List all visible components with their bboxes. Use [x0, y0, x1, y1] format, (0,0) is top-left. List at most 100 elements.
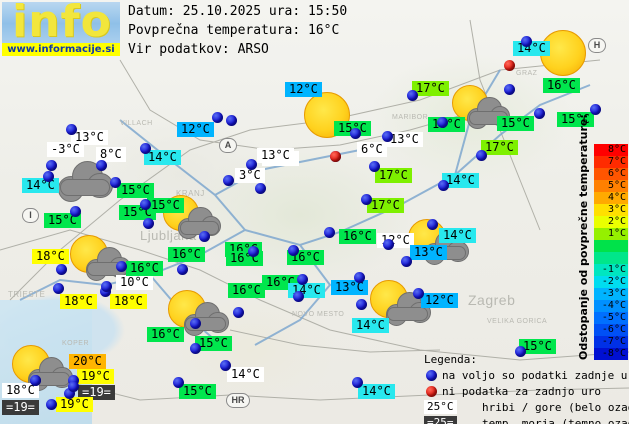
- station-dot[interactable]: [56, 264, 67, 275]
- scale-band-17: -8°C: [594, 348, 628, 360]
- station-dot[interactable]: [212, 112, 223, 123]
- station-dot[interactable]: [140, 199, 151, 210]
- station-dot[interactable]: [369, 161, 380, 172]
- station-dot[interactable]: [356, 299, 367, 310]
- station-dot[interactable]: [297, 274, 308, 285]
- weather-icon-sun-cloud: [12, 342, 74, 391]
- station-dot[interactable]: [223, 175, 234, 186]
- station-dot[interactable]: [293, 291, 304, 302]
- station-dot[interactable]: [68, 381, 79, 392]
- place-label: Zagreb: [468, 292, 516, 308]
- temperature-chip: 17°C: [375, 168, 412, 183]
- scale-band-14: -5°C: [594, 312, 628, 324]
- scale-band-4: 4°C: [594, 192, 628, 204]
- station-dot[interactable]: [476, 150, 487, 161]
- station-dot[interactable]: [233, 307, 244, 318]
- legend-row-sea: =25= temp. morja (temno ozadje): [424, 416, 629, 424]
- station-dot[interactable]: [96, 160, 107, 171]
- temperature-chip: 13°C: [257, 148, 294, 163]
- scale-band-5: 3°C: [594, 204, 628, 216]
- header-source-line: Vir podatkov: ARSO: [128, 42, 269, 57]
- scale-band-3: 5°C: [594, 180, 628, 192]
- sea-swatch: =25=: [424, 416, 457, 424]
- place-label: KRANJ: [176, 189, 205, 198]
- red-dot-icon: [426, 386, 437, 397]
- scale-band-16: -7°C: [594, 336, 628, 348]
- station-dot[interactable]: [43, 171, 54, 182]
- station-dot[interactable]: [383, 239, 394, 250]
- temperature-chip: 14°C: [22, 178, 59, 193]
- station-dot[interactable]: [140, 143, 151, 154]
- station-dot-nodata[interactable]: [330, 151, 341, 162]
- station-dot[interactable]: [101, 281, 112, 292]
- scale-band-15: -6°C: [594, 324, 628, 336]
- station-dot[interactable]: [177, 264, 188, 275]
- station-dot[interactable]: [46, 399, 57, 410]
- temperature-chip: 14°C: [352, 318, 389, 333]
- station-dot[interactable]: [53, 283, 64, 294]
- station-dot-nodata[interactable]: [504, 60, 515, 71]
- country-badge: I: [22, 208, 39, 223]
- station-dot[interactable]: [64, 388, 75, 399]
- country-badge: A: [219, 138, 237, 153]
- place-label: MARIBOR: [392, 114, 429, 121]
- station-dot[interactable]: [382, 131, 393, 142]
- station-dot[interactable]: [110, 177, 121, 188]
- station-dot[interactable]: [401, 256, 412, 267]
- station-dot[interactable]: [438, 180, 449, 191]
- station-dot[interactable]: [66, 124, 77, 135]
- temperature-chip: 14°C: [439, 228, 476, 243]
- station-dot[interactable]: [521, 36, 532, 47]
- temperature-chip: 15°C: [557, 112, 594, 127]
- station-dot[interactable]: [590, 104, 601, 115]
- temperature-chip: 15°C: [44, 213, 81, 228]
- scale-band-8: [594, 240, 628, 252]
- station-dot[interactable]: [255, 183, 266, 194]
- station-dot[interactable]: [504, 84, 515, 95]
- station-dot[interactable]: [427, 219, 438, 230]
- station-dot[interactable]: [407, 90, 418, 101]
- station-dot[interactable]: [354, 272, 365, 283]
- station-dot[interactable]: [413, 288, 424, 299]
- station-dot[interactable]: [46, 160, 57, 171]
- temperature-chip: 14°C: [227, 367, 264, 382]
- station-dot[interactable]: [324, 227, 335, 238]
- temperature-deviation-scale: 8°C 7°C 6°C 5°C 4°C 3°C 2°C 1°C -1°C -2°C -3°C -4°C…: [594, 144, 628, 360]
- temperature-chip: =19=: [2, 400, 39, 415]
- temperature-chip: 12°C: [285, 82, 322, 97]
- station-dot[interactable]: [246, 159, 257, 170]
- sun-icon: [304, 92, 350, 138]
- scale-band-1: 7°C: [594, 156, 628, 168]
- mountain-swatch: 25°C: [424, 400, 457, 414]
- scale-band-6: 2°C: [594, 216, 628, 228]
- header-text: Datum: 25.10.2025 ura: 15:50 Povprečna t…: [128, 2, 347, 59]
- station-dot[interactable]: [68, 375, 79, 386]
- station-dot[interactable]: [190, 318, 201, 329]
- station-dot[interactable]: [116, 261, 127, 272]
- station-dot[interactable]: [143, 218, 154, 229]
- station-dot[interactable]: [226, 115, 237, 126]
- station-dot[interactable]: [70, 206, 81, 217]
- legend-row-red: ni podatka za zadnjo uro: [424, 384, 629, 400]
- station-dot[interactable]: [515, 346, 526, 357]
- scale-band-12: -3°C: [594, 288, 628, 300]
- legend-row-mountain: 25°C hribi / gore (belo ozadje): [424, 400, 629, 416]
- station-dot[interactable]: [350, 128, 361, 139]
- temperature-chip: 13°C: [386, 132, 423, 147]
- station-dot[interactable]: [173, 377, 184, 388]
- info-logo[interactable]: info www.informacije.si: [2, 2, 120, 56]
- station-dot[interactable]: [352, 377, 363, 388]
- temperature-chip: 16°C: [168, 247, 205, 262]
- station-dot[interactable]: [190, 343, 201, 354]
- station-dot[interactable]: [199, 231, 210, 242]
- station-dot[interactable]: [288, 245, 299, 256]
- station-dot[interactable]: [30, 375, 41, 386]
- station-dot[interactable]: [361, 194, 372, 205]
- station-dot[interactable]: [437, 117, 448, 128]
- scale-band-11: -2°C: [594, 276, 628, 288]
- station-dot[interactable]: [248, 246, 259, 257]
- station-dot[interactable]: [220, 360, 231, 371]
- station-dot[interactable]: [534, 108, 545, 119]
